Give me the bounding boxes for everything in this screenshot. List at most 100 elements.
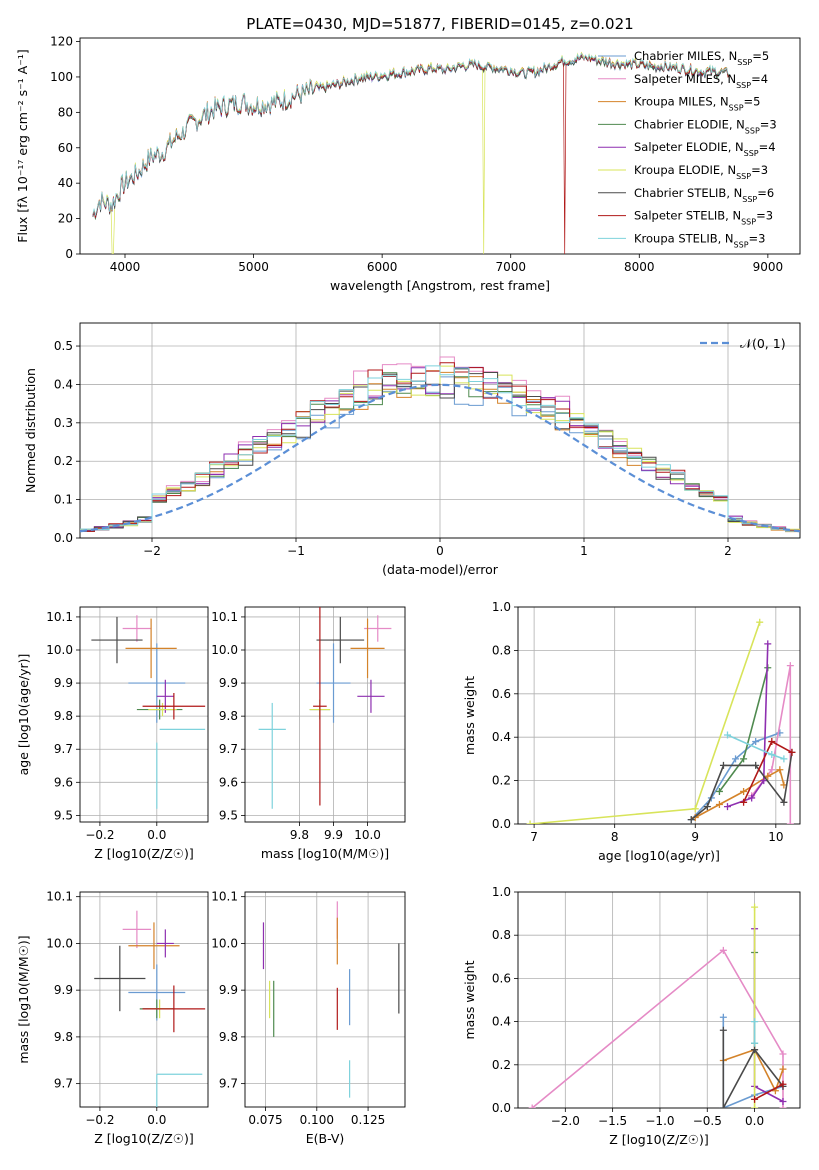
weight-marker-salpeter-elodie xyxy=(764,640,772,648)
x-tick-label: −0.5 xyxy=(693,1114,722,1128)
y-tick-label: 10.0 xyxy=(46,643,73,657)
weight-marker-kroupa-miles xyxy=(776,766,784,774)
x-tick-label: −2 xyxy=(143,544,161,558)
y-axis-label: mass [log10(M/M☉)] xyxy=(16,935,31,1063)
y-tick-label: 0.2 xyxy=(492,774,511,788)
figure-title: PLATE=0430, MJD=51877, FIBERID=0145, z=0… xyxy=(246,15,633,33)
histogram-kroupa-stelib xyxy=(80,365,800,532)
plot-area-spectrum xyxy=(92,51,730,254)
x-axis-label: (data-model)/error xyxy=(382,562,499,577)
weight-line-chabrier-stelib xyxy=(690,752,793,821)
weight-marker-salpeter-miles xyxy=(528,1104,536,1108)
y-tick-label: 10.1 xyxy=(46,890,73,904)
spectrum-line-salpeter-stelib xyxy=(92,53,730,254)
legend-label: Kroupa ELODIE, NSSP=3 xyxy=(634,163,768,181)
x-tick-label: 9.9 xyxy=(324,828,343,842)
y-tick-label: 10.0 xyxy=(46,936,73,950)
weight-marker-chabrier-stelib xyxy=(780,798,788,806)
histogram-kroupa-elodie xyxy=(80,365,800,530)
weight-marker-kroupa-elodie xyxy=(756,618,764,626)
x-tick-label: 0 xyxy=(436,544,444,558)
y-tick-label: 0.1 xyxy=(54,493,73,507)
axes-frame xyxy=(79,322,801,539)
y-axis-label: mass weight xyxy=(462,676,477,755)
axes-frame xyxy=(79,37,801,255)
y-tick-label: 20 xyxy=(58,212,73,226)
weight-marker-salpeter-miles xyxy=(786,662,794,670)
x-tick-label: 0.100 xyxy=(300,1113,334,1127)
x-tick-label: 8000 xyxy=(624,260,655,274)
weight-marker-kroupa-elodie xyxy=(691,805,699,813)
y-tick-label: 10.0 xyxy=(211,936,238,950)
x-tick-label: 1 xyxy=(580,544,588,558)
weight-marker-kroupa-elodie xyxy=(526,820,534,824)
x-tick-label: 5000 xyxy=(238,260,269,274)
axes-mass-weight-vs-age: 7 8 9 10 0.0 0.2 0.4 0.6 0.8 1.0 age [log10(age/yr… xyxy=(462,600,801,863)
x-tick-label: −0.2 xyxy=(85,828,114,842)
weight-marker-kroupa-elodie xyxy=(751,1104,759,1108)
weight-marker-salpeter-miles xyxy=(719,946,727,954)
weight-marker-kroupa-stelib xyxy=(723,731,731,739)
x-tick-label: 4000 xyxy=(110,260,141,274)
weight-marker-salpeter-stelib xyxy=(788,748,796,756)
y-tick-label: 0.6 xyxy=(492,687,511,701)
x-tick-label: 9.8 xyxy=(290,828,309,842)
x-tick-label: −1 xyxy=(287,544,305,558)
weight-marker-kroupa-miles xyxy=(740,787,748,795)
weight-marker-chabrier-miles xyxy=(776,729,784,737)
y-tick-label: 9.8 xyxy=(219,709,238,723)
y-tick-label: 10.1 xyxy=(211,610,238,624)
y-tick-label: 9.8 xyxy=(219,1030,238,1044)
y-tick-label: 10.1 xyxy=(46,610,73,624)
x-tick-label: 9000 xyxy=(753,260,784,274)
x-axis-label: E(B-V) xyxy=(306,1131,345,1146)
weight-line-salpeter-elodie xyxy=(727,643,769,808)
x-tick-label: 0.0 xyxy=(745,1114,764,1128)
legend-label: Chabrier MILES, NSSP=5 xyxy=(634,49,769,67)
weight-marker-kroupa-miles xyxy=(764,772,772,780)
axes-frame xyxy=(517,891,801,1109)
weight-marker-salpeter-elodie xyxy=(748,794,756,802)
weight-marker-salpeter-miles xyxy=(786,820,794,824)
y-tick-label: 9.8 xyxy=(54,1030,73,1044)
y-tick-label: 9.7 xyxy=(54,1077,73,1091)
y-tick-label: 0.6 xyxy=(492,971,511,985)
weight-marker-chabrier-miles xyxy=(732,755,740,763)
x-tick-label: 7000 xyxy=(495,260,526,274)
plot-area-mass-vs-Z xyxy=(94,910,206,1107)
plot-area-age-vs-mass xyxy=(258,607,392,809)
axes-frame xyxy=(79,606,209,823)
y-axis-label: age [log10(age/yr)] xyxy=(16,654,31,776)
weight-marker-salpeter-stelib xyxy=(751,1095,759,1103)
plot-area-mass-weight-vs-Z xyxy=(528,903,787,1108)
y-tick-label: 0.4 xyxy=(492,1015,511,1029)
y-tick-label: 100 xyxy=(50,70,73,84)
x-tick-label: 2 xyxy=(724,544,732,558)
y-tick-label: 1.0 xyxy=(492,600,511,614)
y-tick-label: 0.2 xyxy=(492,1058,511,1072)
weight-marker-salpeter-elodie xyxy=(760,777,768,785)
axes-frame xyxy=(244,891,406,1108)
x-tick-label: 10.0 xyxy=(354,828,381,842)
x-axis-label: wavelength [Angstrom, rest frame] xyxy=(330,278,550,293)
weight-marker-salpeter-elodie xyxy=(779,1098,787,1106)
plot-area-residuals xyxy=(80,356,800,533)
y-tick-label: 1.0 xyxy=(492,885,511,899)
weight-marker-chabrier-elodie xyxy=(740,755,748,763)
y-axis-label: Normed distribution xyxy=(23,368,38,493)
axes-mass-vs-Z: −0.2 0.0 9.7 9.8 9.9 10.0 10.1 Z [log10(Z/Z☉)] m… xyxy=(16,890,209,1146)
axes-age-vs-mass: 9.8 9.9 10.0 9.5 9.6 9.7 9.8 9.9 10.0 10.1 mass [l… xyxy=(211,606,406,861)
y-tick-label: 9.8 xyxy=(54,709,73,723)
y-tick-label: 0.0 xyxy=(54,531,73,545)
y-tick-label: 0.5 xyxy=(54,339,73,353)
legend-label: Salpeter ELODIE, NSSP=4 xyxy=(634,140,776,158)
y-tick-label: 10.0 xyxy=(211,643,238,657)
weight-marker-kroupa-stelib xyxy=(751,1039,759,1047)
weight-marker-kroupa-stelib xyxy=(780,755,788,763)
y-tick-label: 80 xyxy=(58,105,73,119)
plot-area-mass-weight-vs-age xyxy=(526,618,796,824)
x-tick-label: 7 xyxy=(530,830,538,844)
normal-curve xyxy=(80,383,800,533)
weight-marker-salpeter-elodie xyxy=(723,803,731,811)
legend-label: Chabrier ELODIE, NSSP=3 xyxy=(634,117,777,135)
